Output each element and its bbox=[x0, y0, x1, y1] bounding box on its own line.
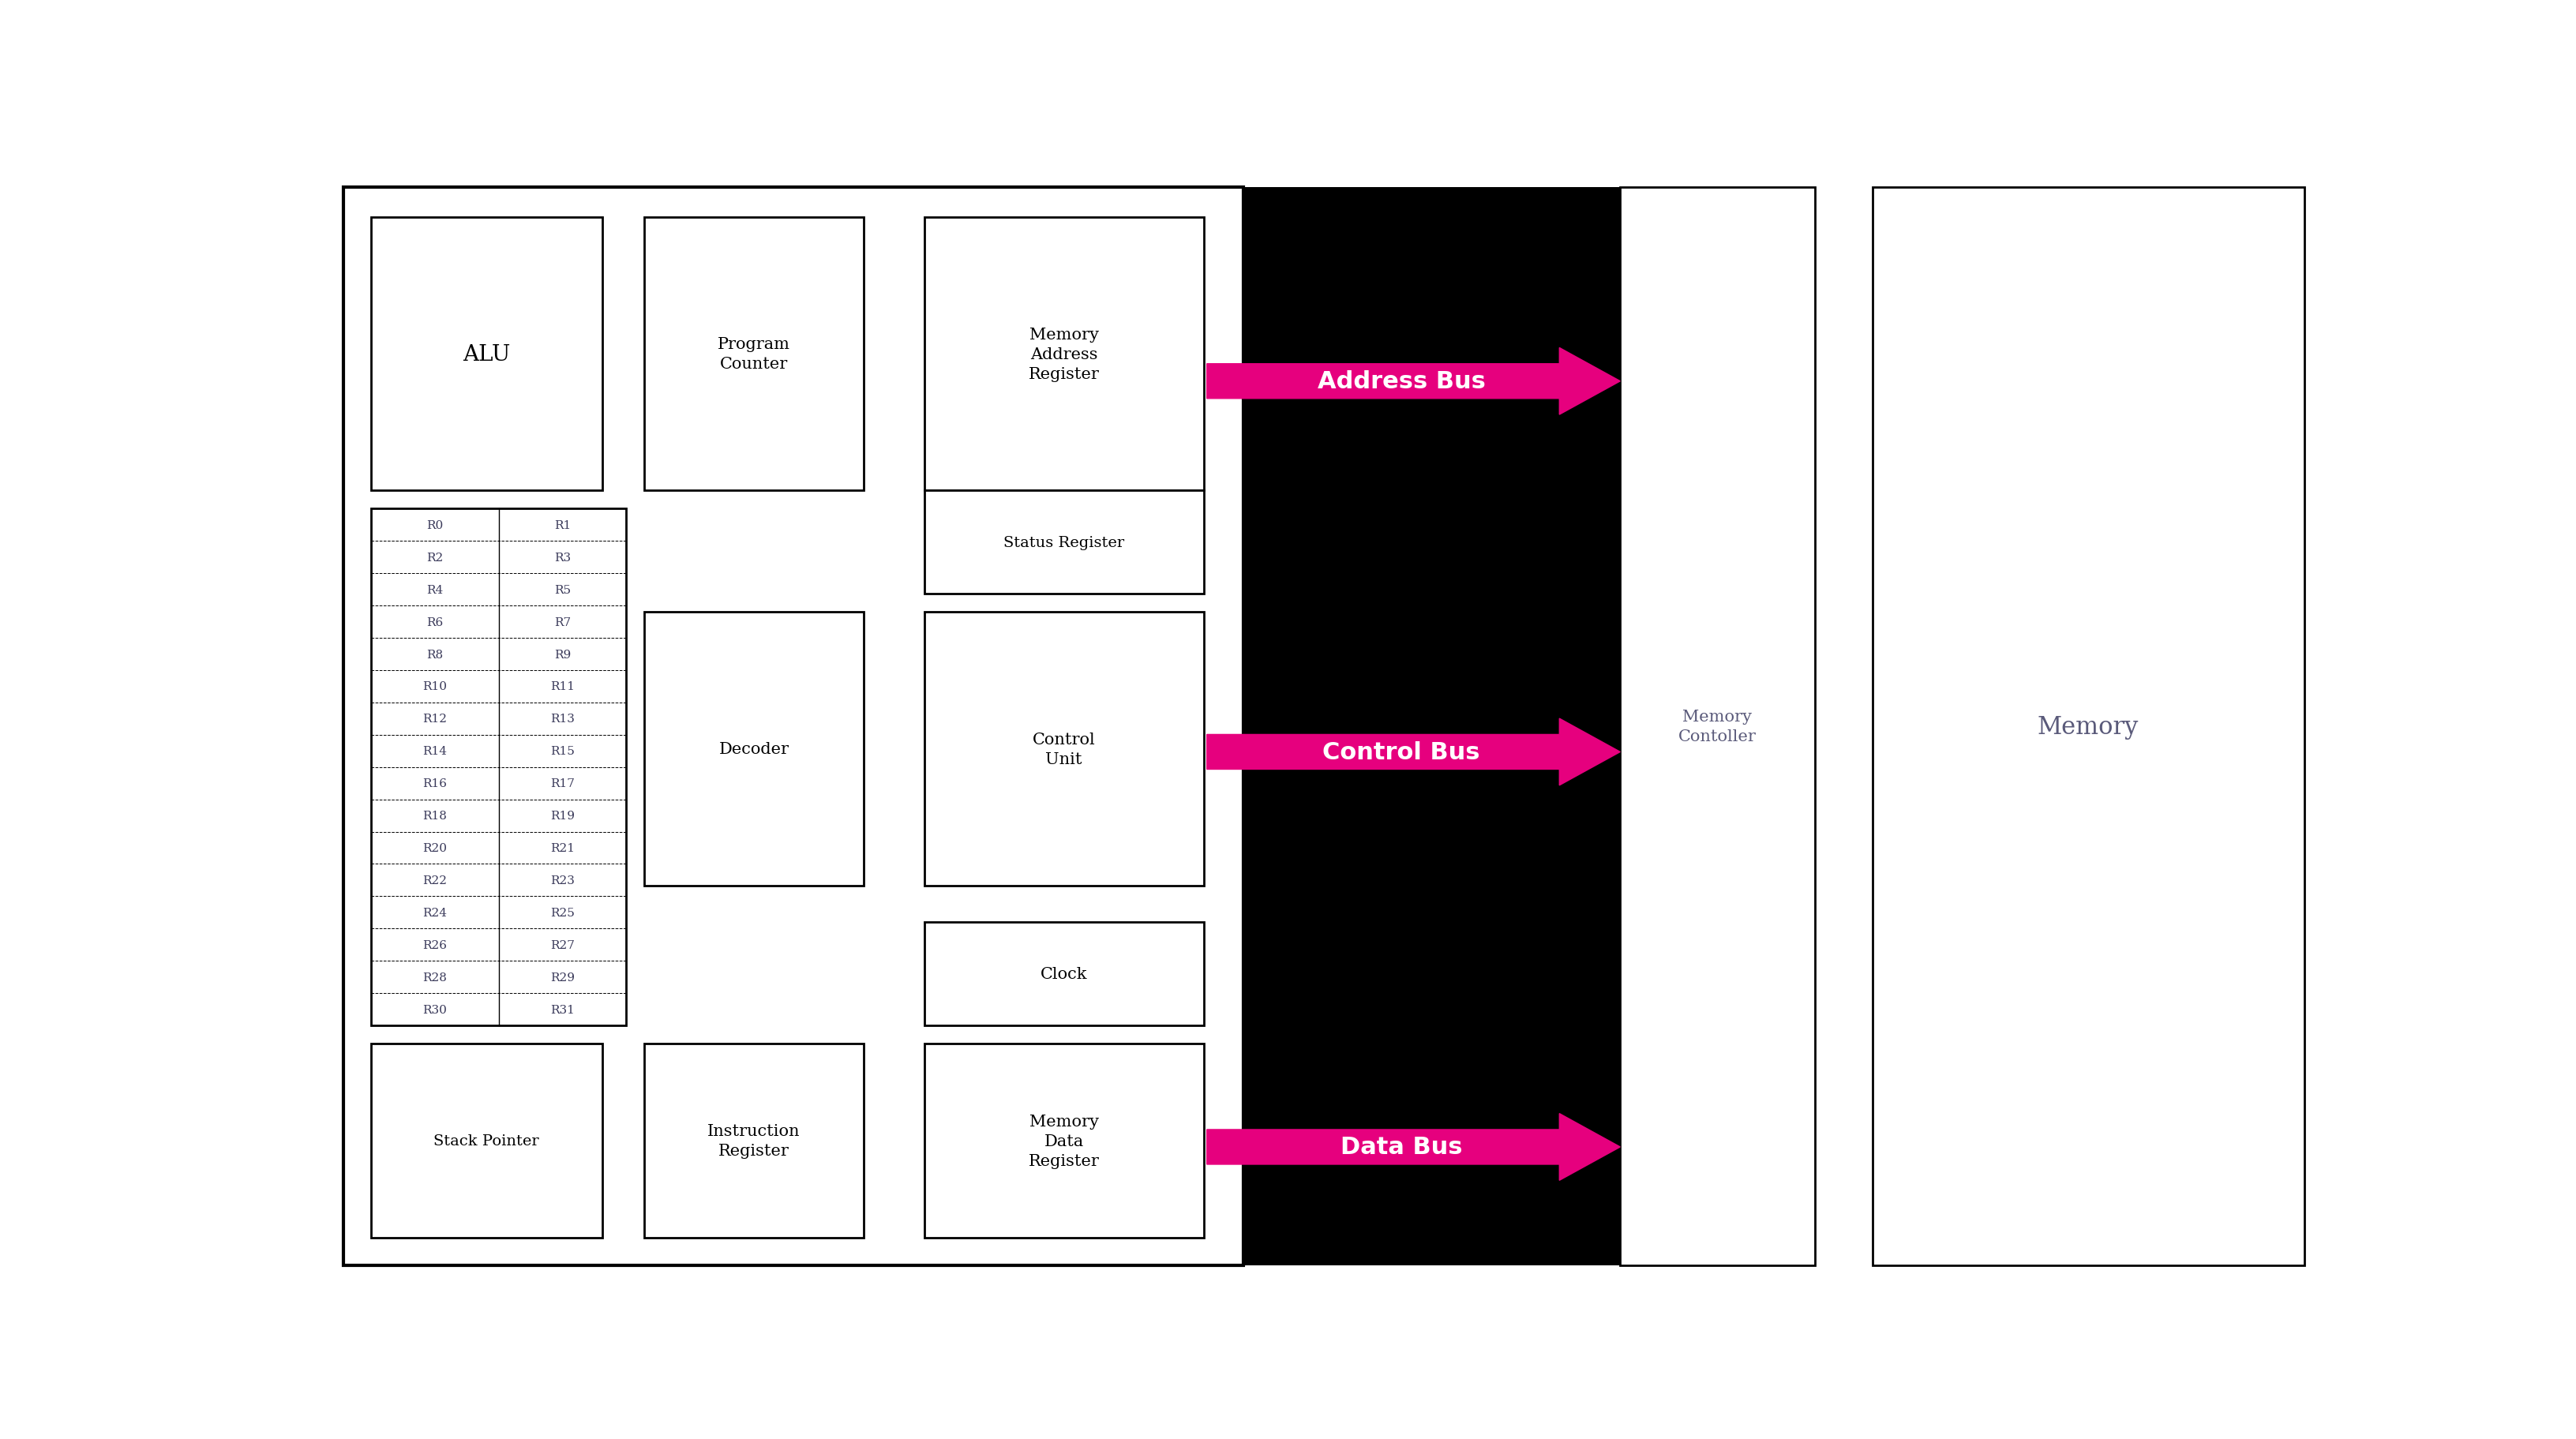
Bar bbox=[925, 217, 1203, 491]
Text: R20: R20 bbox=[422, 843, 448, 853]
Text: R18: R18 bbox=[422, 810, 448, 822]
Text: R17: R17 bbox=[551, 778, 574, 789]
Text: R14: R14 bbox=[422, 745, 448, 757]
Polygon shape bbox=[1206, 1114, 1620, 1180]
Text: R2: R2 bbox=[428, 553, 443, 563]
Text: Data Bus: Data Bus bbox=[1340, 1135, 1463, 1158]
Text: R30: R30 bbox=[422, 1004, 448, 1014]
Text: R29: R29 bbox=[551, 971, 574, 983]
Bar bbox=[371, 509, 626, 1026]
Text: R3: R3 bbox=[554, 553, 572, 563]
Bar bbox=[1620, 189, 1814, 1265]
Bar bbox=[925, 1043, 1203, 1238]
Bar bbox=[371, 217, 603, 491]
Text: R31: R31 bbox=[551, 1004, 574, 1014]
Bar bbox=[644, 1043, 863, 1238]
Bar bbox=[644, 613, 863, 886]
Text: R10: R10 bbox=[422, 681, 448, 692]
Text: R24: R24 bbox=[422, 907, 448, 918]
Text: R1: R1 bbox=[554, 519, 572, 531]
Bar bbox=[644, 217, 863, 491]
Bar bbox=[1873, 189, 2303, 1265]
Text: R27: R27 bbox=[551, 940, 574, 950]
Text: Status Register: Status Register bbox=[1005, 535, 1123, 550]
Text: Control Bus: Control Bus bbox=[1321, 741, 1481, 764]
Text: Memory
Address
Register: Memory Address Register bbox=[1028, 327, 1100, 381]
Text: R16: R16 bbox=[422, 778, 448, 789]
Bar bbox=[371, 1043, 603, 1238]
Text: Control
Unit: Control Unit bbox=[1033, 732, 1095, 767]
Bar bbox=[343, 189, 1244, 1265]
Text: R13: R13 bbox=[551, 714, 574, 724]
Text: Program
Counter: Program Counter bbox=[719, 337, 791, 371]
Text: R8: R8 bbox=[428, 649, 443, 661]
Text: Instruction
Register: Instruction Register bbox=[708, 1124, 801, 1158]
Polygon shape bbox=[1206, 720, 1620, 786]
Bar bbox=[925, 613, 1203, 886]
Text: R0: R0 bbox=[428, 519, 443, 531]
Text: R9: R9 bbox=[554, 649, 572, 661]
Text: R7: R7 bbox=[554, 617, 572, 627]
Text: Decoder: Decoder bbox=[719, 741, 788, 757]
Text: Stack Pointer: Stack Pointer bbox=[433, 1134, 538, 1148]
Bar bbox=[1206, 189, 1620, 1265]
Text: ALU: ALU bbox=[464, 344, 510, 366]
Polygon shape bbox=[1206, 348, 1620, 414]
Text: R28: R28 bbox=[422, 971, 448, 983]
Bar bbox=[925, 491, 1203, 594]
Text: R11: R11 bbox=[551, 681, 574, 692]
Text: R19: R19 bbox=[551, 810, 574, 822]
Text: R21: R21 bbox=[551, 843, 574, 853]
Text: R22: R22 bbox=[422, 875, 448, 886]
Text: Address Bus: Address Bus bbox=[1316, 370, 1486, 393]
Text: R23: R23 bbox=[551, 875, 574, 886]
Text: R5: R5 bbox=[554, 584, 572, 596]
Text: R26: R26 bbox=[422, 940, 448, 950]
Text: Clock: Clock bbox=[1041, 967, 1087, 981]
Text: R15: R15 bbox=[551, 745, 574, 757]
Text: R25: R25 bbox=[551, 907, 574, 918]
Text: Memory
Contoller: Memory Contoller bbox=[1680, 709, 1757, 744]
Bar bbox=[925, 922, 1203, 1026]
Text: R12: R12 bbox=[422, 714, 448, 724]
Text: R6: R6 bbox=[428, 617, 443, 627]
Text: Memory
Data
Register: Memory Data Register bbox=[1028, 1114, 1100, 1168]
Text: Memory: Memory bbox=[2038, 715, 2138, 738]
Text: R4: R4 bbox=[428, 584, 443, 596]
